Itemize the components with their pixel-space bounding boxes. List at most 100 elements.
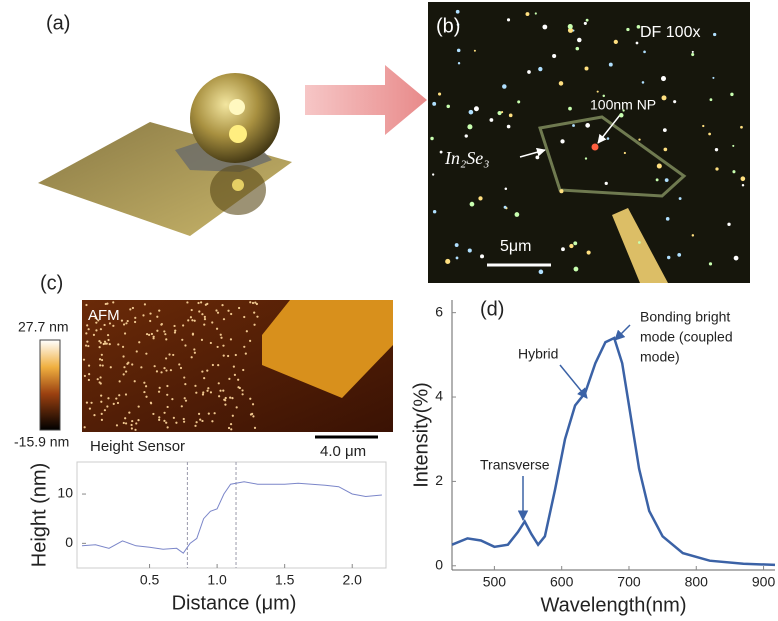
y-tick-label: 10	[57, 485, 73, 501]
speckle	[572, 124, 575, 127]
afm-dot	[135, 422, 137, 424]
y-axis-label: Height (nm)	[28, 463, 50, 567]
afm-dot	[122, 346, 124, 348]
afm-dot	[245, 353, 247, 355]
afm-dot	[90, 402, 92, 404]
afm-dot	[167, 406, 169, 408]
afm-dot	[165, 422, 167, 424]
mode-label: DF 100x	[640, 24, 700, 41]
afm-dot	[222, 345, 224, 347]
afm-dot	[193, 348, 195, 350]
speckle	[504, 206, 507, 209]
afm-dot	[160, 371, 162, 373]
afm-dot	[160, 324, 162, 326]
afm-dot	[88, 379, 90, 381]
speckle	[643, 51, 646, 54]
afm-dot	[191, 309, 193, 311]
afm-dot	[99, 376, 101, 378]
afm-dot	[163, 330, 165, 332]
afm-dot	[84, 426, 86, 428]
afm-dot	[243, 316, 245, 318]
speckle	[502, 84, 507, 89]
afm-dot	[145, 353, 147, 355]
afm-dot	[86, 402, 88, 404]
afm-dot	[103, 343, 105, 345]
speckle	[624, 152, 626, 154]
afm-dot	[199, 419, 201, 421]
afm-dot	[170, 369, 172, 371]
speckle	[577, 38, 582, 43]
annotation-arrow	[560, 365, 587, 398]
speckle	[661, 76, 666, 81]
afm-dot	[158, 419, 160, 421]
afm-dot	[215, 309, 217, 311]
afm-dot	[150, 402, 152, 404]
afm-dot	[88, 373, 90, 375]
afm-dot	[86, 324, 88, 326]
speckle	[497, 111, 501, 115]
afm-dot	[152, 413, 154, 415]
dark-field-image	[428, 2, 750, 283]
afm-dot	[137, 419, 139, 421]
afm-dot	[242, 369, 244, 371]
afm-dot	[130, 424, 132, 426]
panel-label: (b)	[436, 15, 460, 37]
speckle	[573, 241, 577, 245]
afm-dot	[132, 307, 134, 309]
afm-dot	[183, 418, 185, 420]
speckle	[626, 28, 629, 31]
afm-dot	[106, 343, 108, 345]
afm-dot	[86, 341, 88, 343]
afm-dot	[230, 313, 232, 315]
afm-dot	[217, 346, 219, 348]
speckle	[638, 138, 640, 140]
speckle	[517, 100, 520, 103]
afm-dot	[192, 333, 194, 335]
speckle	[715, 148, 718, 151]
afm-dot	[216, 328, 218, 330]
afm-dot	[256, 303, 258, 305]
speckle	[509, 114, 513, 118]
speckle	[568, 24, 573, 29]
afm-dot	[129, 308, 131, 310]
speckle	[432, 173, 434, 175]
panel-label: (c)	[40, 272, 63, 294]
afm-dot	[151, 333, 153, 335]
afm-dot	[182, 324, 184, 326]
afm-dot	[181, 405, 183, 407]
afm-dot	[131, 420, 133, 422]
afm-dot	[174, 331, 176, 333]
afm-dot	[85, 332, 87, 334]
panel-label: (d)	[480, 298, 504, 320]
speckle	[742, 184, 744, 186]
afm-dot	[142, 314, 144, 316]
afm-dot	[246, 330, 248, 332]
afm-dot	[88, 365, 90, 367]
afm-dot	[84, 375, 86, 377]
afm-dot	[127, 320, 129, 322]
afm-dot	[101, 419, 103, 421]
afm-dot	[256, 316, 258, 318]
afm-dot	[172, 354, 174, 356]
afm-dot	[249, 301, 251, 303]
afm-dot	[196, 421, 198, 423]
speckle	[607, 137, 610, 140]
afm-dot	[83, 359, 85, 361]
afm-dot	[148, 334, 150, 336]
afm-dot	[106, 405, 108, 407]
afm-dot	[173, 325, 175, 327]
afm-dot	[165, 338, 167, 340]
afm-dot	[205, 304, 207, 306]
afm-dot	[197, 302, 199, 304]
annotation: mode)	[640, 349, 680, 365]
speckle	[605, 182, 608, 185]
speckle	[708, 133, 711, 136]
afm-dot	[202, 393, 204, 395]
y-axis-label: Intensity(%)	[410, 382, 432, 488]
afm-dot	[100, 342, 102, 344]
afm-dot	[128, 411, 130, 413]
afm-dot	[180, 367, 182, 369]
afm-dot	[122, 355, 124, 357]
speckle	[445, 259, 450, 264]
afm-dot	[140, 366, 142, 368]
